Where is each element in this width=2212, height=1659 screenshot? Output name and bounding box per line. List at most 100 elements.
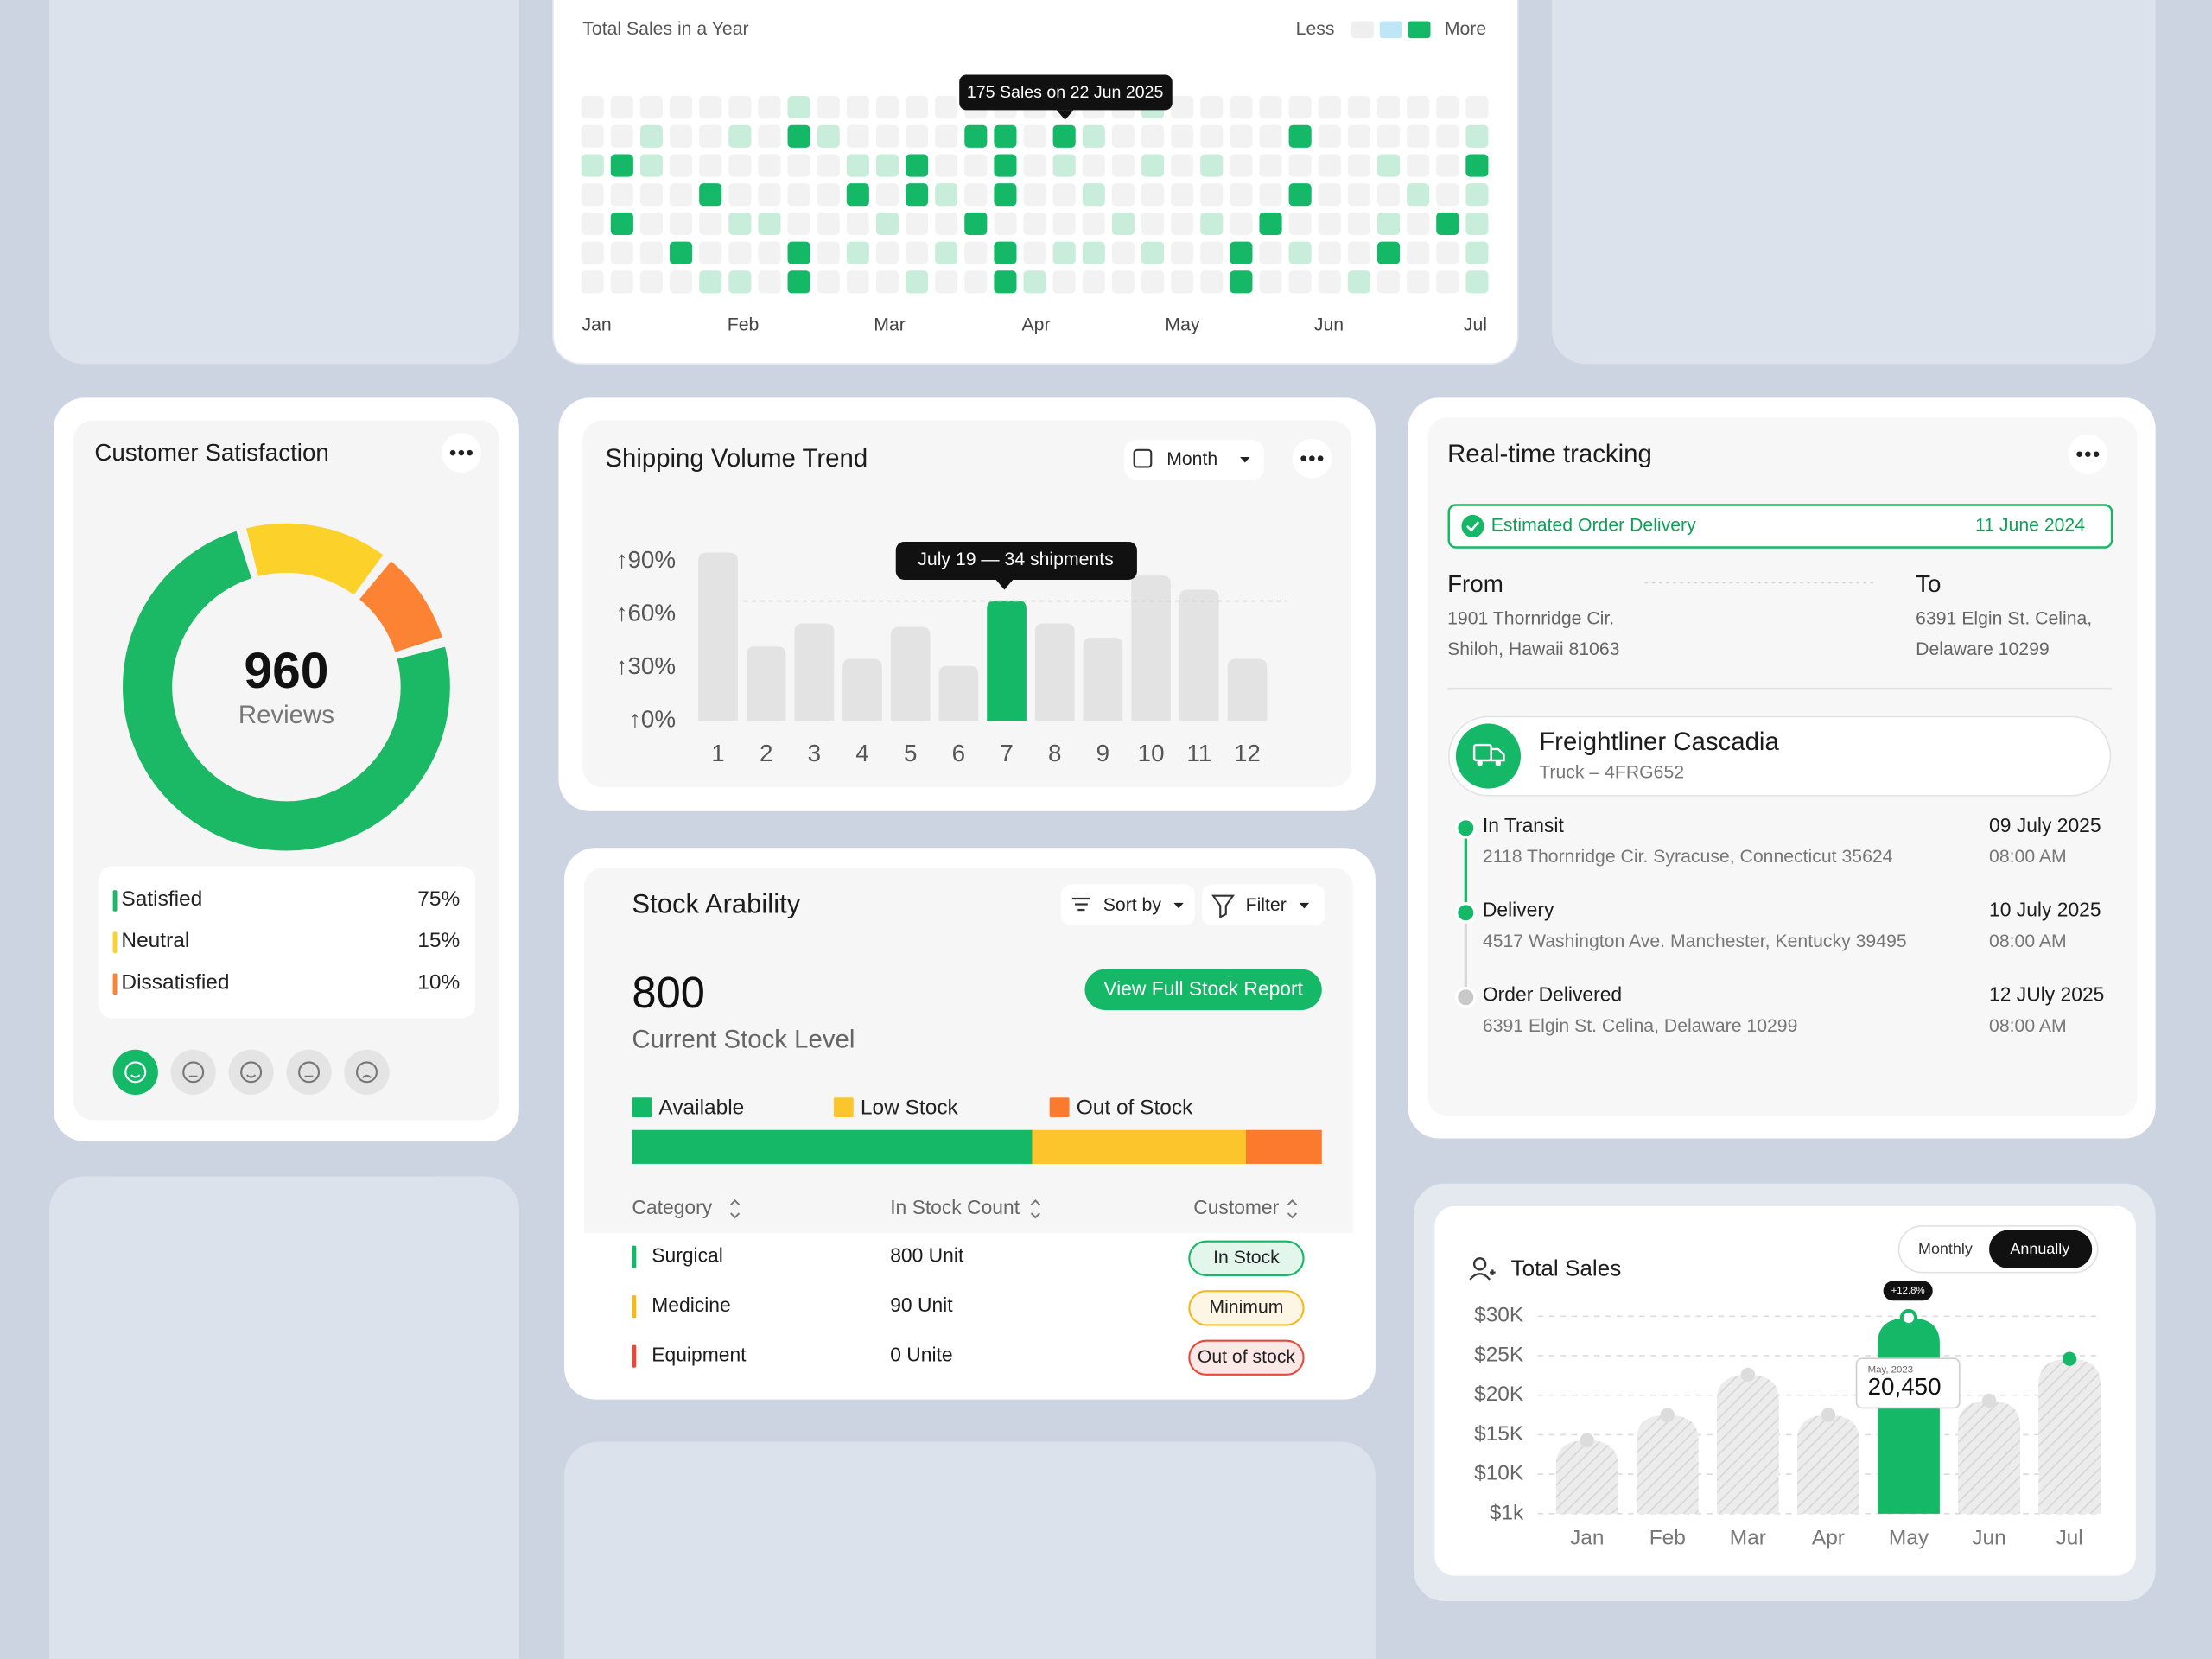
tooltip bbox=[895, 541, 1137, 581]
toggle-option[interactable]: Annually bbox=[2010, 1240, 2069, 1257]
heatmap-cell bbox=[610, 183, 633, 207]
rating-face[interactable] bbox=[228, 1049, 274, 1095]
vehicle-id: Truck – 4FRG652 bbox=[1539, 762, 1684, 782]
tooltip-value: 20,450 bbox=[1868, 1373, 1942, 1400]
heatmap-cell bbox=[935, 212, 958, 235]
heatmap-cell bbox=[670, 270, 693, 294]
heatmap-cell bbox=[1082, 183, 1105, 207]
heatmap-cell bbox=[846, 96, 869, 119]
timeline-dot bbox=[1455, 902, 1477, 924]
heatmap-cell bbox=[1465, 183, 1489, 207]
heatmap-cell bbox=[817, 241, 840, 264]
heatmap-cell bbox=[1407, 96, 1430, 119]
heatmap-cell bbox=[699, 124, 722, 148]
heatmap-cell bbox=[728, 154, 752, 177]
stock-level: 800 bbox=[632, 968, 704, 1017]
placeholder-card bbox=[1551, 0, 2156, 365]
sort-button[interactable] bbox=[1060, 884, 1195, 926]
heatmap-cell bbox=[758, 212, 781, 235]
column-header[interactable]: Category bbox=[632, 1196, 712, 1218]
toggle-option[interactable]: Monthly bbox=[1918, 1240, 1973, 1257]
x-tick-label: Feb bbox=[1649, 1527, 1686, 1550]
heatmap-title: Total Sales in a Year bbox=[582, 19, 748, 39]
check-mark bbox=[1466, 521, 1480, 532]
bar bbox=[890, 626, 931, 721]
placeholder-card bbox=[49, 0, 519, 365]
heatmap-cell bbox=[1141, 183, 1165, 207]
column-header[interactable]: In Stock Count bbox=[890, 1196, 1020, 1218]
card-title: Customer Satisfaction bbox=[94, 439, 328, 466]
heatmap-cell bbox=[1171, 270, 1194, 294]
total-reviews: 960 bbox=[244, 643, 328, 699]
heatmap-cell bbox=[1407, 212, 1430, 235]
legend-swatch bbox=[1379, 21, 1402, 39]
filter-button[interactable] bbox=[1202, 884, 1325, 926]
heatmap-cell bbox=[1376, 212, 1401, 235]
bar bbox=[987, 600, 1027, 721]
row-category: Medicine bbox=[652, 1294, 730, 1316]
dropdown[interactable] bbox=[1124, 440, 1264, 480]
face-outline bbox=[356, 1061, 378, 1084]
badge bbox=[1883, 1281, 1933, 1301]
bar bbox=[1878, 1318, 1940, 1514]
heatmap-cell bbox=[875, 212, 899, 235]
heatmap-cell bbox=[639, 241, 664, 264]
from-address: Shiloh, Hawaii 81063 bbox=[1447, 639, 1619, 659]
heatmap-cell bbox=[1052, 241, 1076, 264]
heatmap-cell bbox=[1318, 124, 1341, 148]
heatmap-cell bbox=[1023, 241, 1046, 264]
heatmap-cell bbox=[699, 270, 722, 294]
stock-segment bbox=[632, 1129, 1033, 1164]
vehicle-name: Freightliner Cascadia bbox=[1539, 728, 1779, 756]
y-tick-label: $30K bbox=[1474, 1304, 1524, 1327]
tooltip-text: 175 Sales on 22 Jun 2025 bbox=[967, 83, 1164, 102]
heatmap-cell bbox=[964, 154, 988, 177]
heatmap-cell bbox=[1141, 270, 1165, 294]
more-dot bbox=[1309, 455, 1315, 461]
event-address: 2118 Thornridge Cir. Syracuse, Connectic… bbox=[1483, 847, 1893, 867]
truck-cab bbox=[1491, 747, 1505, 762]
point bbox=[1981, 1393, 1997, 1408]
y-tick-label: $1k bbox=[1490, 1501, 1524, 1524]
caret bbox=[1173, 902, 1184, 909]
x-tick-label: 11 bbox=[1186, 740, 1211, 766]
heatmap-cell bbox=[581, 96, 604, 119]
heatmap-cell bbox=[581, 124, 604, 148]
tooltip-text: July 19 — 34 shipments bbox=[918, 550, 1113, 569]
filter-icon bbox=[1211, 894, 1236, 918]
sort-label: Sort by bbox=[1103, 895, 1162, 915]
heatmap-cell bbox=[906, 270, 929, 294]
truck-icon bbox=[1455, 723, 1521, 789]
heatmap-cell bbox=[875, 241, 899, 264]
rating-face[interactable] bbox=[286, 1049, 332, 1095]
rating-face[interactable] bbox=[170, 1049, 216, 1095]
heatmap-cell bbox=[1230, 96, 1253, 119]
legend-name: Satisfied bbox=[121, 887, 202, 911]
heatmap-cell bbox=[728, 183, 752, 207]
stock-segment bbox=[1245, 1129, 1322, 1164]
check-icon bbox=[1461, 514, 1484, 538]
rating-face[interactable] bbox=[344, 1049, 390, 1095]
y-tick-label: ↑0% bbox=[629, 706, 676, 733]
rating-face[interactable] bbox=[112, 1049, 158, 1095]
legend-less: Less bbox=[1296, 19, 1335, 39]
row-marker bbox=[632, 1295, 637, 1319]
heatmap-cell bbox=[1230, 241, 1253, 264]
filter-label: Filter bbox=[1246, 895, 1287, 915]
heatmap-cell bbox=[1318, 96, 1341, 119]
x-tick-label: 3 bbox=[808, 740, 821, 766]
heatmap-cell bbox=[1111, 124, 1135, 148]
column-header[interactable]: Customer bbox=[1193, 1196, 1279, 1218]
heatmap-cell bbox=[994, 241, 1017, 264]
heatmap-cell bbox=[728, 270, 752, 294]
report-button[interactable] bbox=[1084, 969, 1322, 1010]
heatmap-cell bbox=[1288, 124, 1312, 148]
status-label: Minimum bbox=[1209, 1297, 1283, 1317]
face-mouth bbox=[130, 1074, 141, 1078]
bar bbox=[1227, 658, 1268, 721]
heatmap-cell bbox=[610, 124, 633, 148]
heatmap-cell bbox=[964, 183, 988, 207]
y-tick-label: ↑90% bbox=[616, 546, 676, 573]
point bbox=[1580, 1433, 1594, 1447]
bar bbox=[1636, 1414, 1699, 1514]
